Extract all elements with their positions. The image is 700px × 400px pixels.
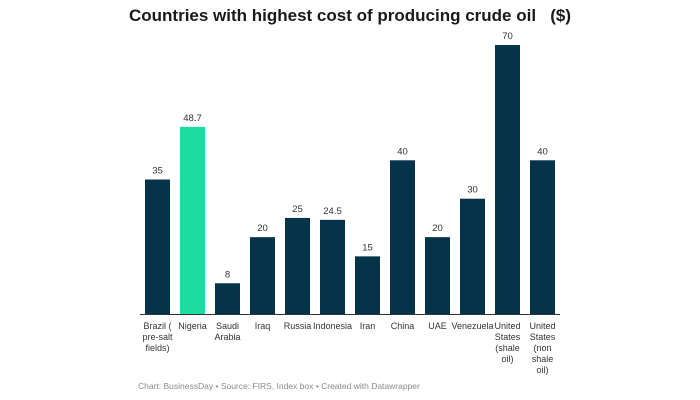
value-label-10: 70	[502, 31, 513, 42]
value-label-4: 25	[292, 204, 303, 215]
category-label-6: Iran	[360, 321, 376, 331]
bar-4	[285, 217, 310, 314]
bar-10	[495, 45, 520, 314]
category-label-7: China	[391, 321, 415, 331]
category-label-10: United States (shale oil)	[494, 321, 520, 364]
category-label-0: Brazil (pre-salt fields)	[142, 321, 173, 353]
category-label-2: Saudi Arabia	[214, 321, 240, 342]
bar-1	[180, 126, 205, 314]
value-label-1: 48.7	[183, 113, 202, 124]
chart-footer: Chart: BusinessDay • Source: FIRS, Index…	[138, 381, 420, 391]
bar-6	[355, 256, 380, 314]
value-label-7: 40	[397, 146, 408, 157]
category-label-11: United States (non shale oil)	[529, 321, 555, 375]
value-label-3: 20	[257, 223, 268, 234]
bar-3	[250, 237, 275, 314]
value-label-0: 35	[152, 166, 163, 177]
category-label-4: Russia	[284, 321, 312, 331]
category-label-5: Indonesia	[313, 321, 352, 331]
category-label-1: Nigeria	[178, 321, 207, 331]
chart-title: Countries with highest cost of producing…	[128, 6, 571, 25]
value-label-11: 40	[537, 146, 548, 157]
bar-0	[145, 179, 170, 314]
value-label-5: 24.5	[323, 206, 342, 217]
category-label-8: UAE	[428, 321, 447, 331]
bar-5	[320, 219, 345, 314]
category-label-3: Iraq	[255, 321, 271, 331]
bar-11	[530, 160, 555, 314]
bar-2	[215, 283, 240, 314]
value-label-9: 30	[467, 185, 478, 196]
bar-9	[460, 198, 485, 314]
value-label-8: 20	[432, 223, 443, 234]
category-label-9: Venezuela	[451, 321, 493, 331]
value-label-2: 8	[225, 269, 230, 280]
bar-7	[390, 160, 415, 314]
bar-8	[425, 237, 450, 314]
value-label-6: 15	[362, 242, 373, 253]
